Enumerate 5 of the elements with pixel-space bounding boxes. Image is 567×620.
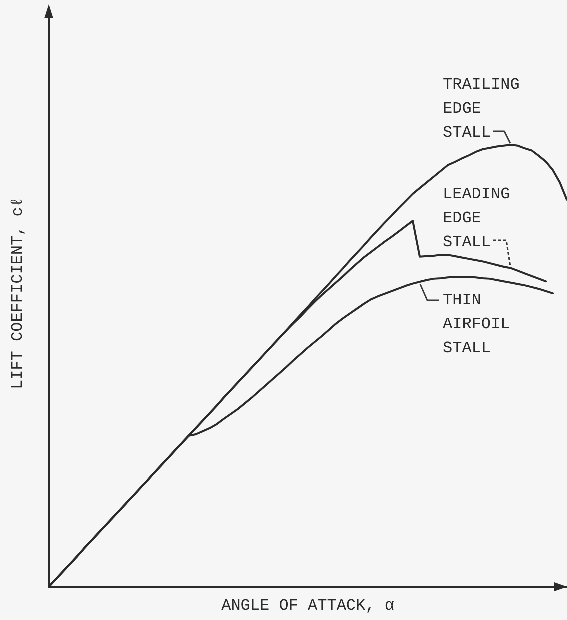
series-label: TRAILING EDGE STALL — [443, 76, 520, 142]
y-axis-title: LIFT COEFFICIENT, cℓ — [9, 197, 28, 390]
legend-label: THIN AIRFOIL STALL — [443, 291, 510, 358]
x-axis-title: ANGLE OF ATTACK, α — [222, 597, 395, 616]
series-label: LEADING EDGE STALL — [443, 186, 510, 252]
